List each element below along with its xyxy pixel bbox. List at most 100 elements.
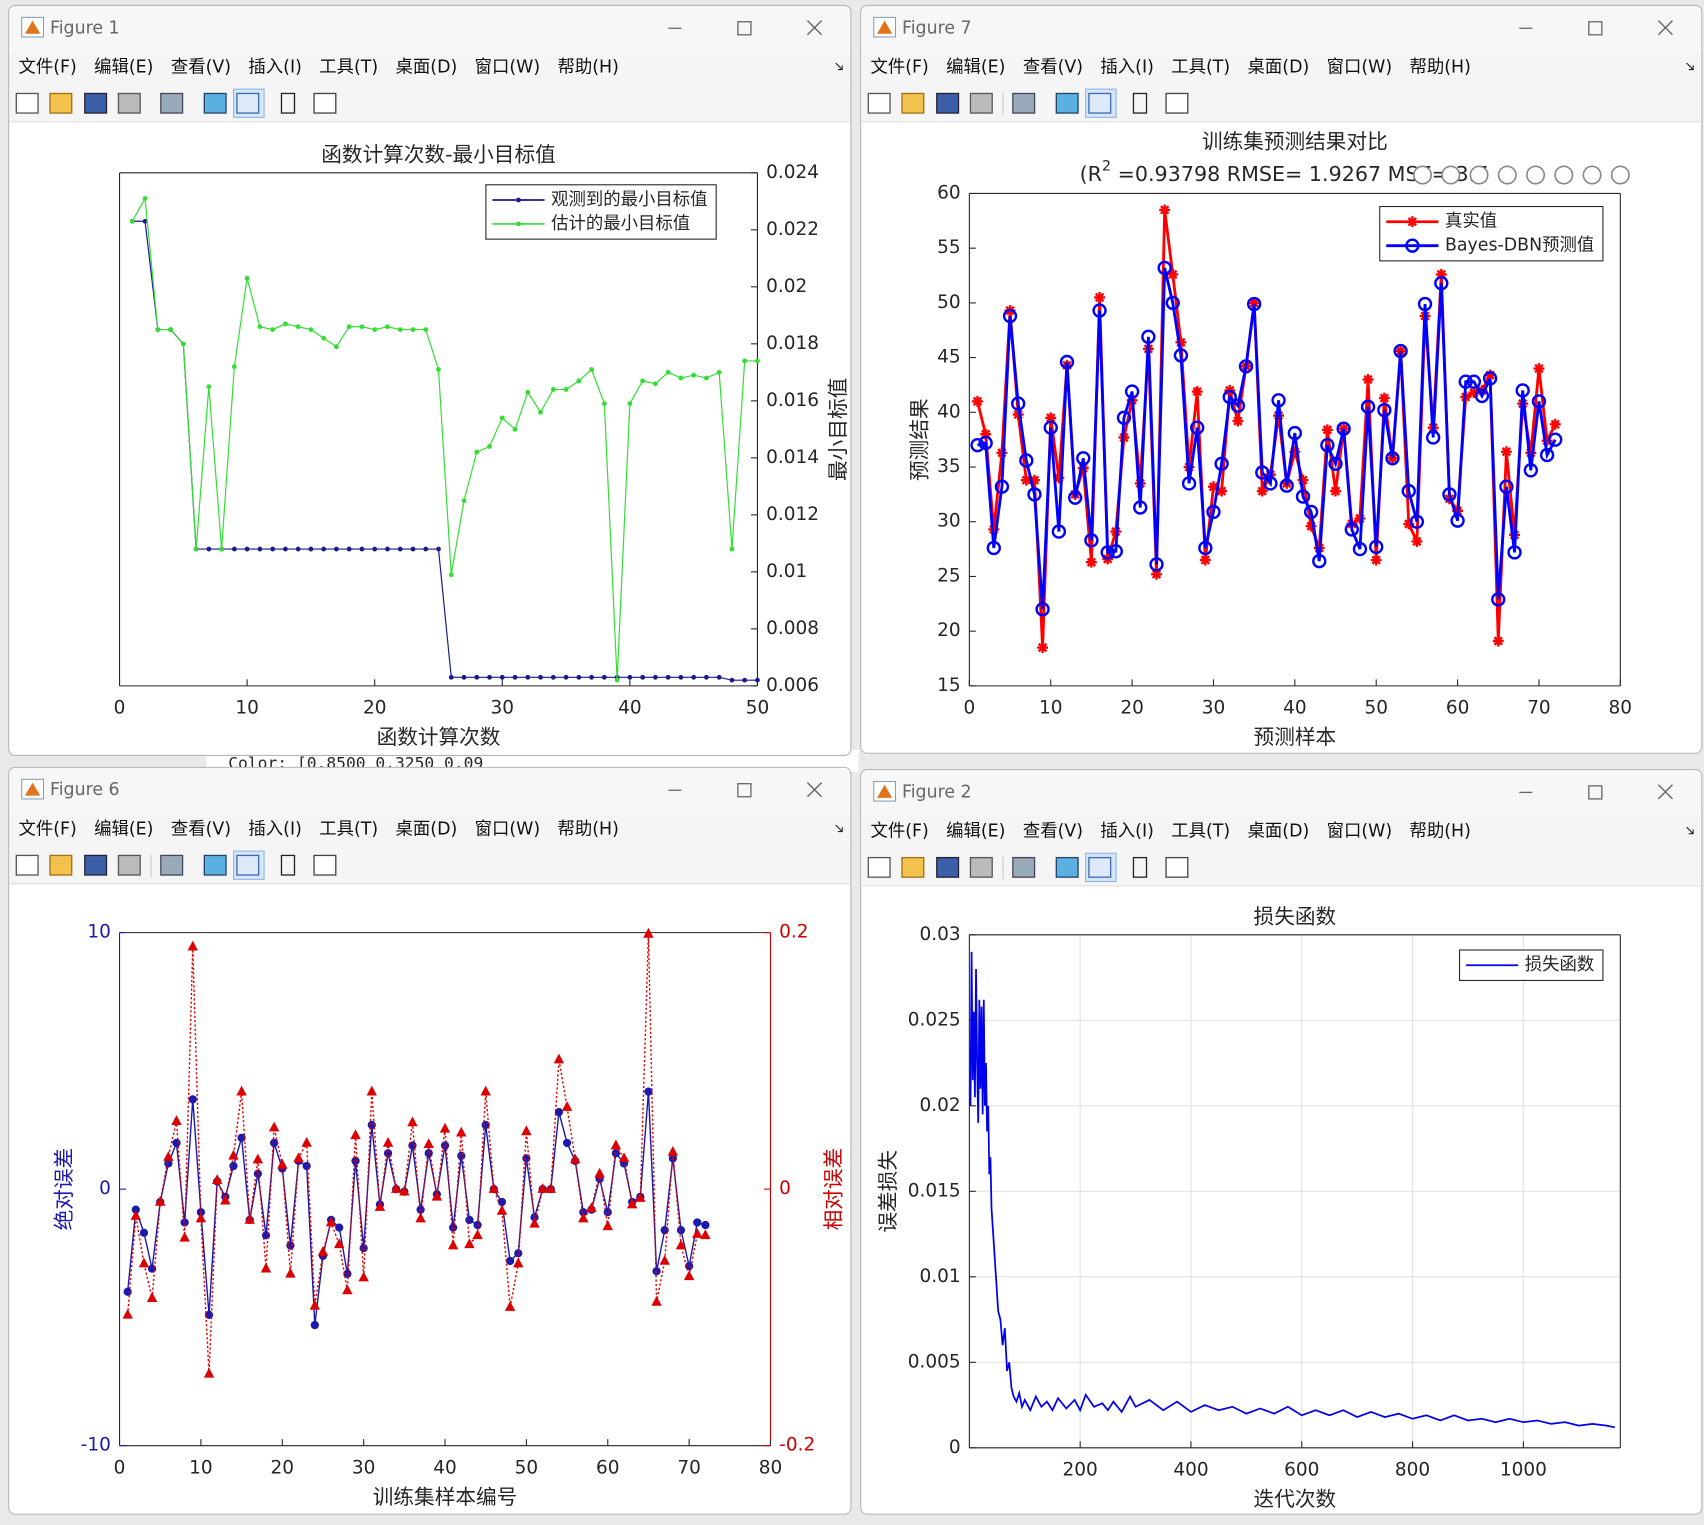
axes-toolbar-icon[interactable]: [1582, 165, 1602, 185]
axes-toolbar-icon[interactable]: [1413, 165, 1433, 185]
close-button[interactable]: [1657, 784, 1673, 800]
menu-item[interactable]: 帮助(H): [1410, 57, 1471, 77]
x-tick-label: 50: [1364, 698, 1388, 719]
menu-item[interactable]: 查看(V): [1023, 57, 1083, 77]
marker: [1474, 388, 1490, 404]
toolbar-icon[interactable]: [203, 854, 227, 876]
menu-item[interactable]: 工具(T): [319, 57, 378, 77]
menu-item[interactable]: 工具(T): [1171, 57, 1230, 77]
toolbar-icon[interactable]: [15, 92, 39, 114]
toolbar-icon[interactable]: [901, 92, 925, 114]
menu-dock-arrow[interactable]: [835, 62, 843, 71]
menu-dock-arrow[interactable]: [1686, 62, 1694, 71]
chart-title: 函数计算次数-最小目标值: [321, 142, 555, 166]
toolbar-icon[interactable]: [1088, 856, 1112, 878]
marker: [397, 327, 403, 332]
toolbar-icon[interactable]: [313, 854, 337, 876]
menu-item[interactable]: 桌面(D): [396, 819, 458, 839]
menu-item[interactable]: 桌面(D): [1248, 57, 1310, 77]
menu-item[interactable]: 查看(V): [171, 819, 231, 839]
toolbar-icon[interactable]: [1012, 856, 1036, 878]
menu-item[interactable]: 编辑(E): [946, 57, 1005, 77]
marker: [1354, 513, 1366, 524]
menu-item[interactable]: 文件(F): [870, 822, 928, 842]
maximize-button[interactable]: [1588, 21, 1603, 36]
toolbar-icon[interactable]: [1055, 856, 1079, 878]
toolbar-icon[interactable]: [49, 92, 73, 114]
menu-item[interactable]: 窗口(W): [475, 819, 540, 839]
axes-toolbar-icon[interactable]: [1469, 165, 1489, 185]
menu-item[interactable]: 帮助(H): [558, 819, 619, 839]
toolbar-icon[interactable]: [117, 854, 141, 876]
toolbar-icon[interactable]: [867, 856, 891, 878]
menu-item[interactable]: 窗口(W): [1327, 822, 1392, 842]
menu-item[interactable]: 插入(I): [248, 819, 301, 839]
toolbar-icon[interactable]: [84, 854, 108, 876]
axes-toolbar-icon[interactable]: [1554, 165, 1574, 185]
toolbar-icon[interactable]: [936, 92, 960, 114]
menu-item[interactable]: 文件(F): [18, 57, 76, 77]
toolbar-icon[interactable]: [1088, 92, 1112, 114]
close-button[interactable]: [806, 20, 823, 36]
toolbar-icon[interactable]: [49, 854, 73, 876]
toolbar-icon[interactable]: [1132, 856, 1148, 878]
toolbar-icon[interactable]: [280, 854, 296, 876]
menu-item[interactable]: 查看(V): [1023, 822, 1083, 842]
toolbar-icon[interactable]: [117, 92, 141, 114]
axes-toolbar-icon[interactable]: [1610, 165, 1630, 185]
toolbar-icon[interactable]: [160, 92, 184, 114]
axes-toolbar-icon[interactable]: [1441, 165, 1461, 185]
close-button[interactable]: [806, 782, 823, 798]
toolbar-icon[interactable]: [936, 856, 960, 878]
toolbar-icon[interactable]: [160, 854, 184, 876]
axes-toolbar-icon[interactable]: [1526, 165, 1546, 185]
toolbar-icon[interactable]: [901, 856, 925, 878]
marker: [1287, 425, 1303, 441]
marker: [1199, 554, 1211, 566]
menu-item[interactable]: 编辑(E): [94, 57, 153, 77]
toolbar-icon[interactable]: [969, 856, 993, 878]
toolbar-icon[interactable]: [1165, 92, 1189, 114]
window-icon-logo: [876, 784, 893, 798]
maximize-button[interactable]: [737, 21, 752, 36]
menu-item[interactable]: 插入(I): [1100, 822, 1153, 842]
menu-dock-arrow[interactable]: [1686, 826, 1694, 835]
marker: [295, 324, 301, 330]
menu-item[interactable]: 帮助(H): [1410, 822, 1471, 842]
toolbar-icon[interactable]: [280, 92, 296, 114]
toolbar-icon[interactable]: [15, 854, 39, 876]
toolbar-icon[interactable]: [1132, 92, 1148, 114]
menu-item[interactable]: 桌面(D): [396, 57, 458, 77]
toolbar-icon[interactable]: [867, 92, 891, 114]
menu-dock-arrow[interactable]: [835, 824, 843, 833]
toolbar-icon[interactable]: [84, 92, 108, 114]
menu-item[interactable]: 窗口(W): [475, 57, 540, 77]
toolbar-icon[interactable]: [313, 92, 337, 114]
menu-item[interactable]: 桌面(D): [1248, 822, 1310, 842]
menu-item[interactable]: 插入(I): [248, 57, 301, 77]
maximize-button[interactable]: [737, 783, 752, 798]
toolbar-icon[interactable]: [1165, 856, 1189, 878]
menu-item[interactable]: 查看(V): [171, 57, 231, 77]
toolbar-icon[interactable]: [236, 854, 260, 876]
toolbar-icon[interactable]: [1012, 92, 1036, 114]
menu-item[interactable]: 编辑(E): [946, 822, 1005, 842]
menu-item[interactable]: 工具(T): [319, 819, 378, 839]
maximize-button[interactable]: [1588, 785, 1603, 800]
menu-item[interactable]: 帮助(H): [558, 57, 619, 77]
menu-item[interactable]: 文件(F): [18, 819, 76, 839]
menu-item[interactable]: 编辑(E): [94, 819, 153, 839]
toolbar-icon[interactable]: [203, 92, 227, 114]
toolbar-icon[interactable]: [1055, 92, 1079, 114]
close-button[interactable]: [1657, 20, 1673, 36]
toolbar-icon[interactable]: [236, 92, 260, 114]
marker: [1425, 430, 1441, 445]
menu-item[interactable]: 插入(I): [1100, 57, 1153, 77]
x-tick-label: 80: [759, 1457, 783, 1478]
menu-item[interactable]: 窗口(W): [1327, 57, 1392, 77]
toolbar-icon[interactable]: [969, 92, 993, 114]
menu-item[interactable]: 工具(T): [1171, 822, 1230, 842]
axes-toolbar-icon[interactable]: [1497, 165, 1517, 185]
menu-item[interactable]: 文件(F): [870, 57, 928, 77]
